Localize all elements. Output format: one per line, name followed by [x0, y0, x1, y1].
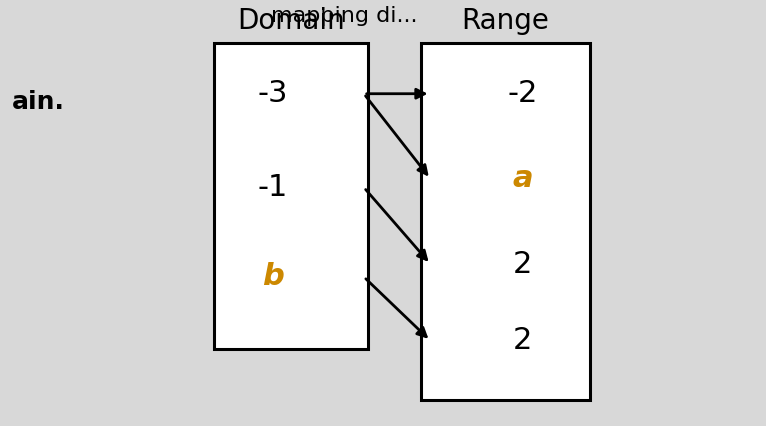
Text: ain.: ain.: [11, 90, 64, 114]
Text: b: b: [262, 262, 283, 291]
Text: -3: -3: [257, 79, 288, 108]
Bar: [214, 43, 368, 349]
Text: Domain: Domain: [237, 7, 345, 35]
Text: Range: Range: [462, 7, 549, 35]
Text: a: a: [512, 164, 532, 193]
Text: mapping di...: mapping di...: [271, 6, 418, 26]
Text: 2: 2: [512, 250, 532, 279]
Text: -1: -1: [257, 173, 288, 202]
Bar: [421, 43, 590, 400]
Text: 2: 2: [512, 326, 532, 355]
Text: -2: -2: [507, 79, 538, 108]
